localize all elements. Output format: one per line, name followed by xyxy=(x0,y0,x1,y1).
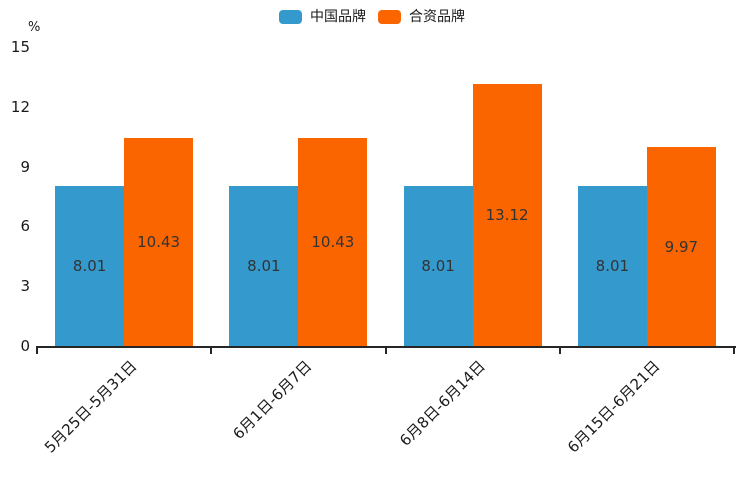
x-axis-tick xyxy=(36,346,38,354)
bar-value-label: 8.01 xyxy=(421,257,455,276)
y-axis-unit-label: % xyxy=(28,20,41,35)
bar xyxy=(472,84,542,346)
legend-swatch-series-0 xyxy=(279,10,302,24)
x-axis-tick xyxy=(210,346,213,354)
y-axis-tick-label: 3 xyxy=(20,277,30,296)
bar-value-label: 10.43 xyxy=(311,233,355,252)
legend-swatch-series-1 xyxy=(378,10,401,24)
x-axis-category-label: 6月15日-6月21日 xyxy=(564,357,664,457)
legend-label-series-1: 合资品牌 xyxy=(409,9,465,25)
bar xyxy=(403,186,473,346)
bar-value-label: 13.12 xyxy=(485,206,529,225)
bar xyxy=(577,186,647,346)
x-axis-tick xyxy=(384,346,387,354)
bar xyxy=(55,186,125,346)
bar-value-label: 8.01 xyxy=(247,257,281,276)
y-axis-tick-label: 9 xyxy=(20,157,30,176)
x-axis-category-label: 6月1日-6月7日 xyxy=(229,357,316,443)
legend-item-series-1[interactable]: 合资品牌 xyxy=(378,9,465,25)
x-axis-category-label: 5月25日-5月31日 xyxy=(41,357,141,457)
bar xyxy=(229,186,299,346)
bar-value-label: 9.97 xyxy=(664,237,699,256)
y-axis-tick-label: 0 xyxy=(20,337,30,355)
legend-item-series-0[interactable]: 中国品牌 xyxy=(279,9,366,25)
y-axis-tick-label: 6 xyxy=(20,217,30,236)
bar-value-label: 8.01 xyxy=(72,257,107,276)
x-axis-category-label: 6月8日-6月14日 xyxy=(396,357,490,450)
x-axis-line xyxy=(37,346,736,348)
legend: 中国品牌 合资品牌 xyxy=(0,8,744,26)
bar-value-label: 8.01 xyxy=(595,257,630,276)
y-axis-tick-label: 15 xyxy=(10,38,30,56)
legend-label-series-0: 中国品牌 xyxy=(310,9,366,25)
bar xyxy=(646,147,716,346)
x-axis-tick xyxy=(733,346,735,354)
bar xyxy=(298,138,368,346)
bar-value-label: 10.43 xyxy=(137,233,181,252)
bar xyxy=(124,138,194,346)
x-axis-tick xyxy=(558,346,561,354)
y-axis-tick-label: 12 xyxy=(10,97,30,116)
